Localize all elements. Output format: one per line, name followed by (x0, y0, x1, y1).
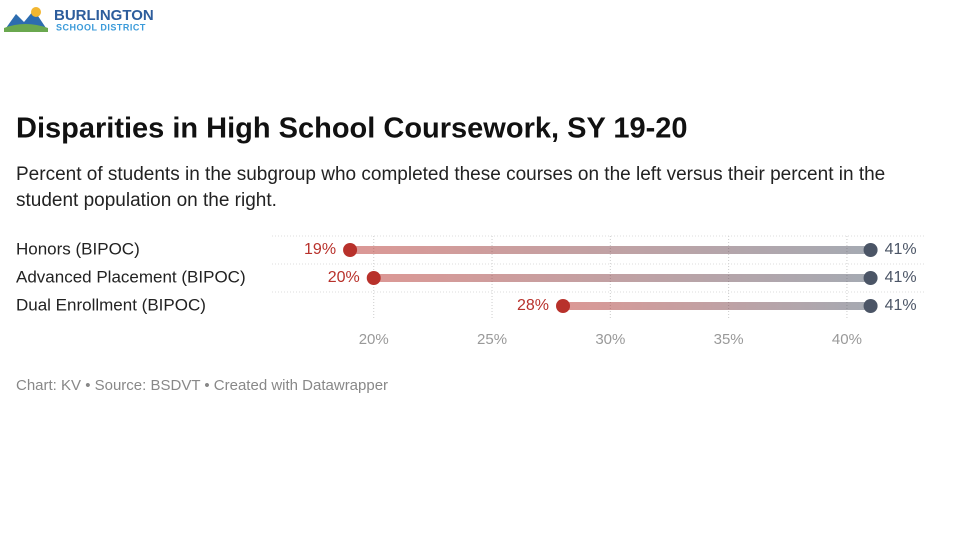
value-label: 41% (885, 297, 917, 314)
connector (373, 274, 871, 282)
logo-name: BURLINGTON (54, 7, 154, 24)
category-label: Advanced Placement (BIPOC) (16, 267, 246, 286)
x-tick-label: 30% (595, 331, 625, 348)
x-tick-label: 35% (714, 331, 744, 348)
category-label: Dual Enrollment (BIPOC) (16, 295, 206, 314)
logo-hill (4, 24, 48, 32)
chart-footer: Chart: KV • Source: BSDVT • Created with… (16, 377, 388, 394)
x-tick-label: 25% (477, 331, 507, 348)
value-label: 19% (304, 241, 336, 258)
logo-tagline: SCHOOL DISTRICT (56, 22, 146, 32)
chart-title: Disparities in High School Coursework, S… (16, 113, 688, 145)
value-label: 20% (328, 269, 360, 286)
dot (366, 271, 381, 285)
dot (556, 299, 571, 313)
dot (863, 299, 878, 313)
logo: BURLINGTON SCHOOL DISTRICT (4, 7, 154, 32)
x-tick-label: 40% (832, 331, 862, 348)
subtitle-box: Percent of students in the subgroup who … (16, 164, 886, 211)
connector (350, 246, 871, 254)
x-tick-label: 20% (359, 331, 389, 348)
connector (563, 302, 871, 310)
value-label: 41% (885, 241, 917, 258)
dot (343, 243, 358, 257)
value-label: 28% (517, 297, 549, 314)
value-label: 41% (885, 269, 917, 286)
logo-sun (31, 7, 41, 17)
category-label: Honors (BIPOC) (16, 239, 140, 258)
chart-subtitle: Percent of students in the subgroup who … (16, 164, 886, 211)
dot (863, 271, 878, 285)
dot (863, 243, 878, 257)
